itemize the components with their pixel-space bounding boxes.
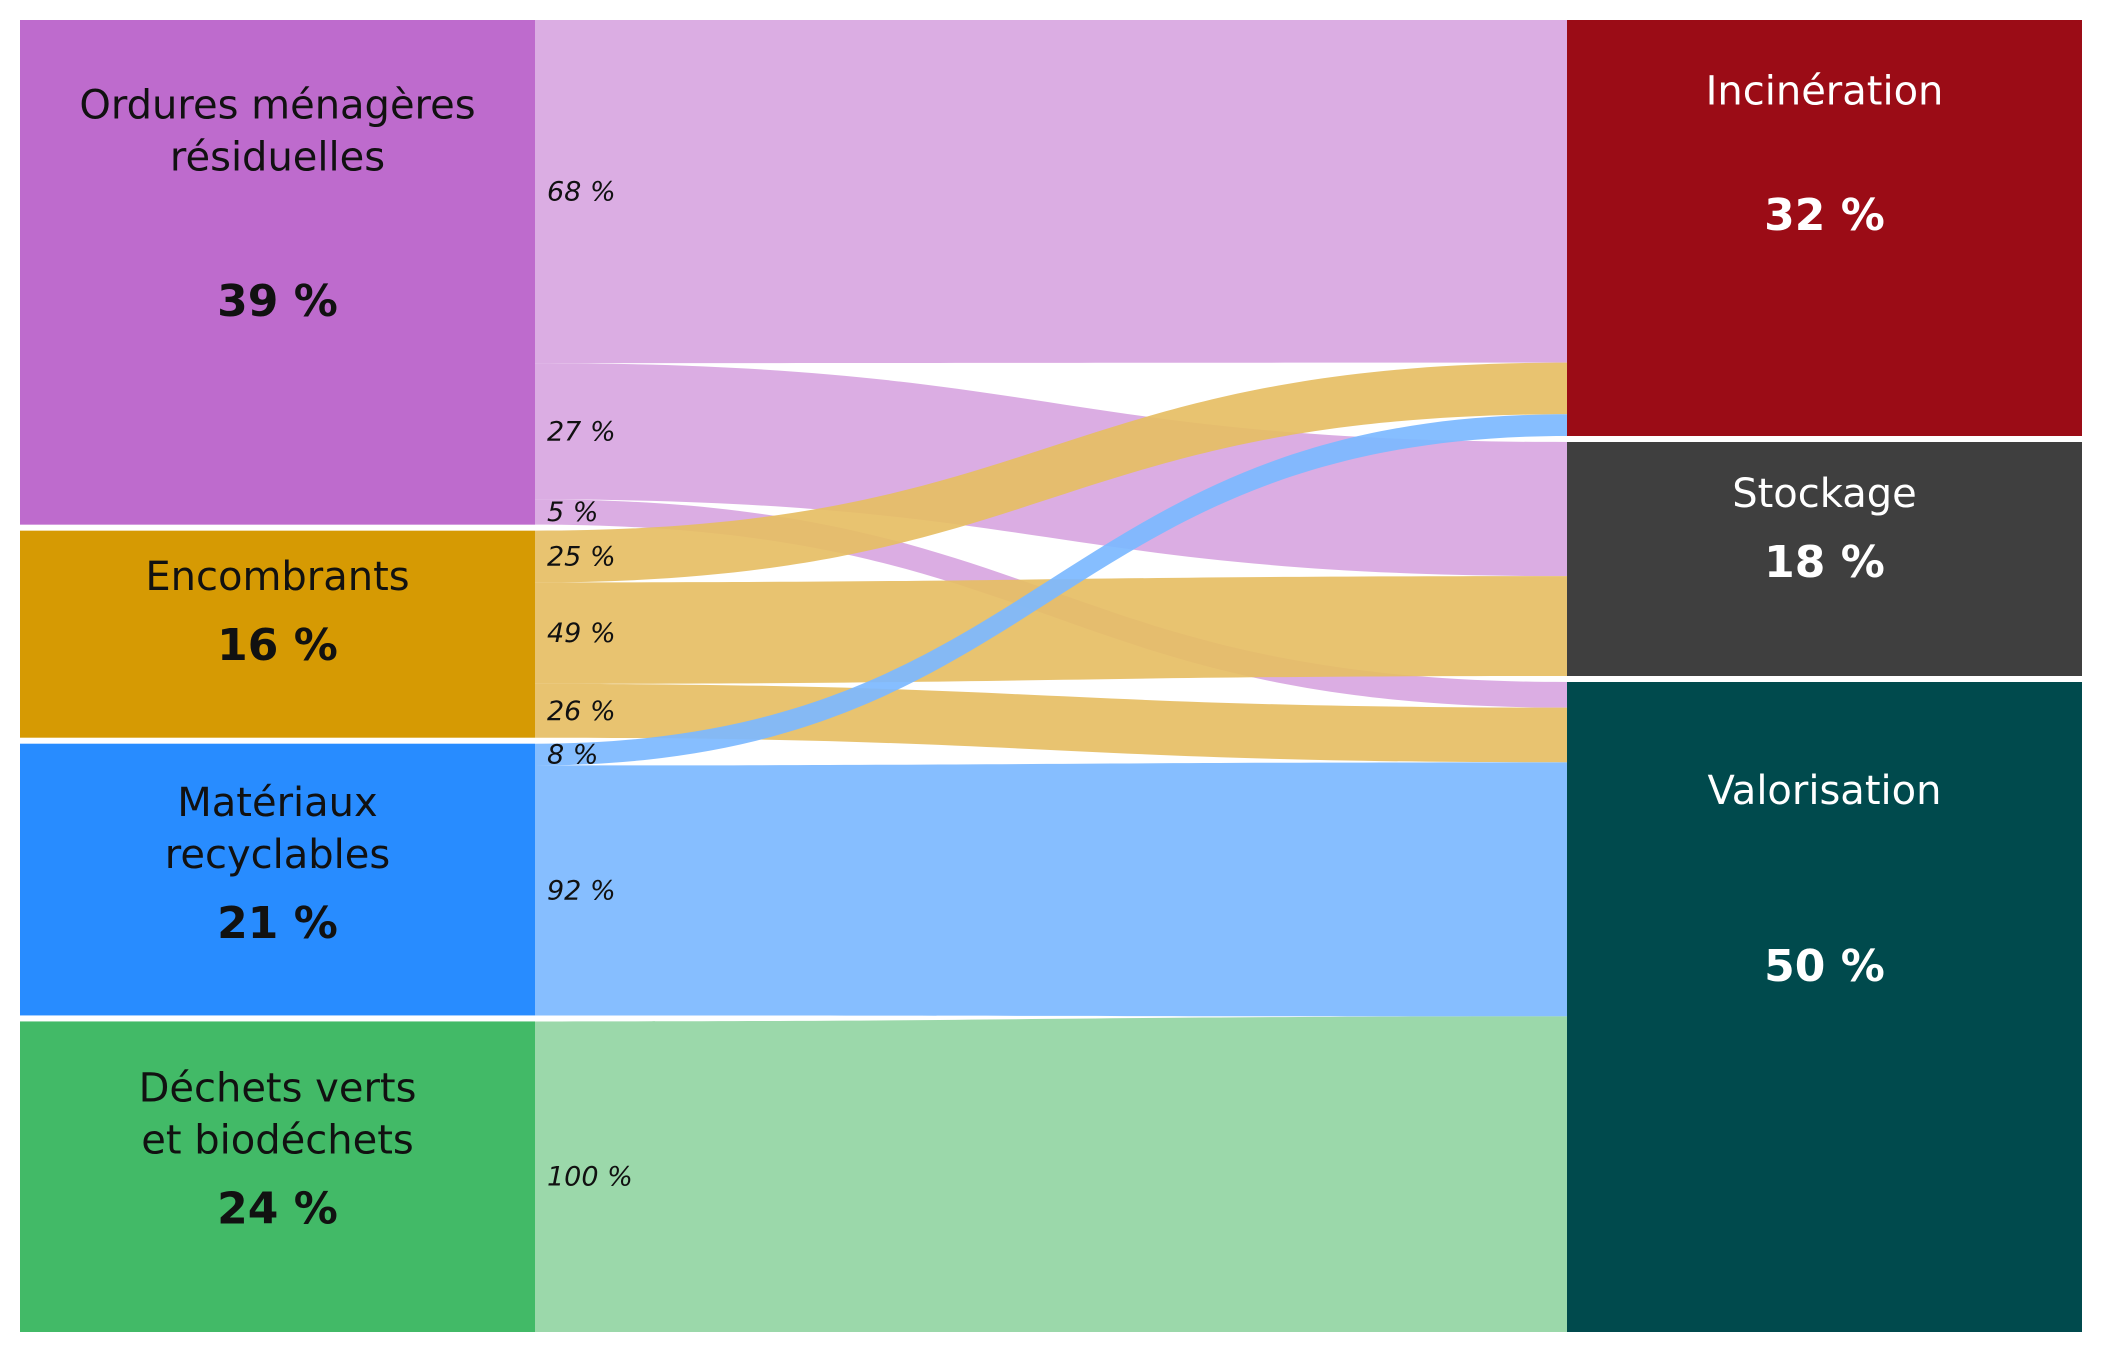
- node-label-ordures-menageres-residuelles: résiduelles: [170, 135, 385, 181]
- flows-layer: [535, 20, 1567, 1332]
- flow-mat-to-inc: [535, 414, 1567, 766]
- node-stockage: [1567, 442, 2082, 676]
- node-value-materiaux-recyclables: 21 %: [217, 898, 338, 949]
- node-label-incineration: Incinération: [1706, 69, 1944, 115]
- node-label-ordures-menageres-residuelles: Ordures ménagères: [79, 83, 475, 129]
- node-value-ordures-menageres-residuelles: 39 %: [217, 276, 338, 327]
- flow-dv-to-val: [535, 1016, 1567, 1332]
- node-incineration: [1567, 20, 2082, 436]
- node-label-dechets-verts-et-biodechets: Déchets verts: [139, 1066, 417, 1112]
- node-value-valorisation: 50 %: [1764, 941, 1885, 992]
- flow-enc-to-sto: [535, 576, 1567, 684]
- nodes-layer: Ordures ménagères résiduelles 39 % Encombra…: [20, 20, 2082, 1332]
- node-value-dechets-verts-et-biodechets: 24 %: [217, 1184, 338, 1235]
- flow-labels-layer: 68 % 27 % 5 % 25 % 49 % 26 % 8 % 92 % 100 %: [547, 177, 633, 1193]
- node-value-stockage: 18 %: [1764, 537, 1885, 588]
- flow-enc-to-val: [535, 683, 1567, 763]
- node-label-encombrants: Encombrants: [145, 554, 409, 600]
- flow-label-dv-to-val: 100 %: [547, 1162, 633, 1193]
- node-valorisation: [1567, 682, 2082, 1332]
- node-label-stockage: Stockage: [1732, 471, 1917, 517]
- node-materiaux-recyclables: [20, 743, 535, 1016]
- flow-omr-to-inc: [535, 20, 1567, 364]
- node-dechets-verts-et-biodechets: [20, 1021, 535, 1332]
- flow-label-enc-to-sto: 49 %: [547, 618, 616, 649]
- flow-label-omr-to-sto: 27 %: [547, 416, 616, 447]
- flow-mat-to-val: [535, 762, 1567, 1017]
- flow-label-mat-to-inc: 8 %: [547, 740, 598, 771]
- flow-label-enc-to-inc: 25 %: [547, 542, 616, 573]
- node-label-dechets-verts-et-biodechets: et biodéchets: [141, 1118, 413, 1164]
- flow-label-mat-to-val: 92 %: [547, 875, 616, 906]
- node-label-valorisation: Valorisation: [1708, 768, 1942, 814]
- flow-label-enc-to-val: 26 %: [547, 696, 616, 727]
- node-value-encombrants: 16 %: [217, 620, 338, 671]
- node-ordures-menageres-residuelles: [20, 20, 535, 525]
- node-value-incineration: 32 %: [1764, 190, 1885, 241]
- flow-label-omr-to-val: 5 %: [547, 497, 598, 528]
- node-label-materiaux-recyclables: Matériaux: [177, 780, 377, 826]
- flow-enc-to-inc: [535, 362, 1567, 583]
- node-encombrants: [20, 530, 535, 738]
- flow-label-omr-to-inc: 68 %: [547, 177, 616, 208]
- node-label-materiaux-recyclables: recyclables: [165, 832, 390, 878]
